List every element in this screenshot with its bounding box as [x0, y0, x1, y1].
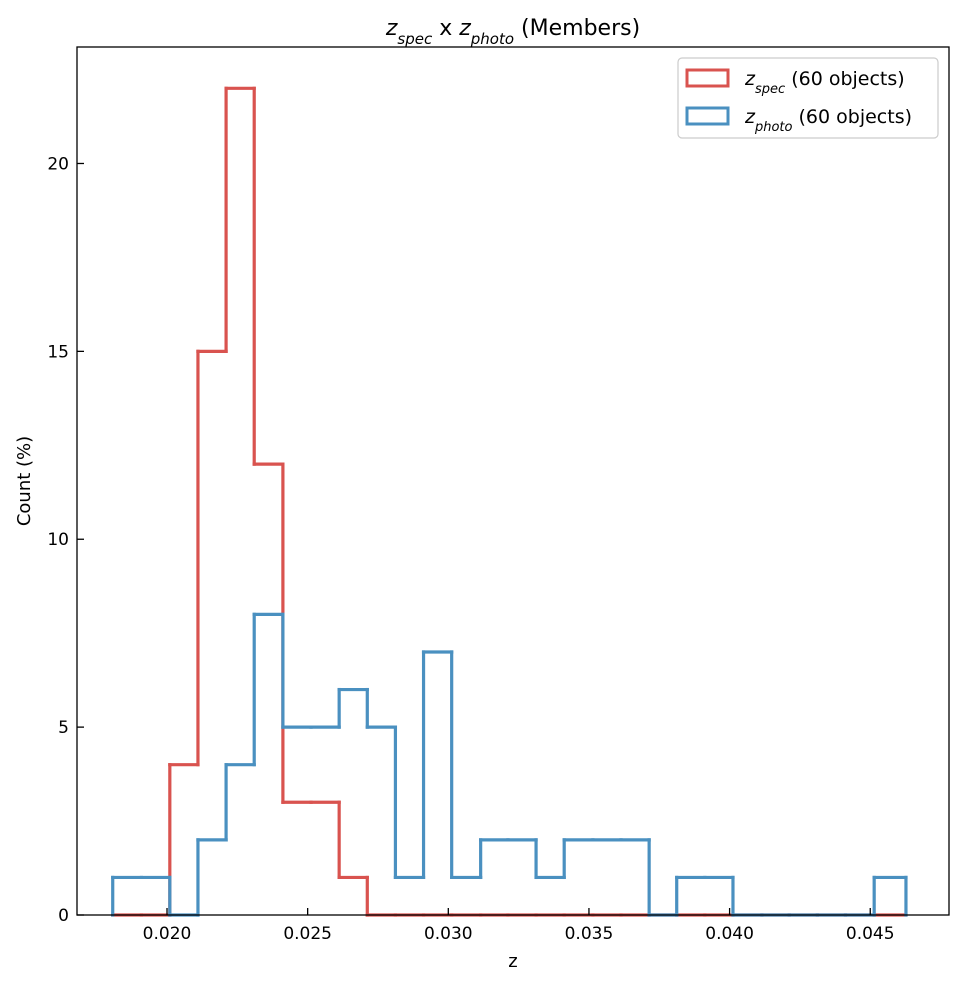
title-part-5: (Members) — [514, 16, 640, 41]
x-tick-label-2: 0.030 — [424, 924, 473, 944]
chart-title: zspec x zphoto (Members) — [385, 16, 640, 48]
legend-label-spec-var: z — [744, 68, 756, 90]
legend-label-spec: zspec (60 objects) — [744, 68, 905, 97]
y-tick-label-3: 15 — [47, 342, 69, 362]
plot-frame — [76, 46, 950, 916]
x-tick-label-1: 0.025 — [283, 924, 332, 944]
legend-label-spec-count: (60 objects) — [785, 68, 905, 90]
y-tick-label-0: 0 — [58, 906, 69, 926]
legend-label-photo: zphoto (60 objects) — [744, 106, 912, 135]
x-tick-label-5: 0.045 — [846, 924, 895, 944]
title-part-2: x — [432, 16, 459, 41]
y-tick-label-2: 10 — [47, 530, 69, 550]
legend-box — [677, 57, 939, 139]
title-part-0: z — [385, 16, 398, 41]
legend-swatch-photo — [685, 106, 730, 126]
title-part-1: spec — [397, 30, 433, 48]
legend-label-photo-count: (60 objects) — [792, 106, 912, 128]
legend-swatch-spec — [685, 68, 730, 88]
y-tick-label-1: 5 — [58, 718, 69, 738]
legend-label-photo-var: z — [744, 106, 756, 128]
title-part-4: photo — [470, 30, 514, 48]
legend: zspec (60 objects)zphoto (60 objects) — [677, 57, 939, 139]
y-axis-label: Count (%) — [14, 436, 35, 526]
title-part-3: z — [458, 16, 471, 41]
x-axis-label: z — [508, 951, 517, 972]
y-tick-label-4: 20 — [47, 154, 69, 174]
x-tick-label-3: 0.035 — [565, 924, 614, 944]
x-tick-label-0: 0.020 — [143, 924, 192, 944]
axes-layer: 0.020 0.025 0.030 0.035 0.040 0.045 0 5 10 15 20 — [47, 46, 950, 944]
x-tick-label-4: 0.040 — [705, 924, 754, 944]
legend-label-spec-sub: spec — [755, 82, 785, 97]
legend-label-photo-sub: photo — [754, 120, 793, 135]
